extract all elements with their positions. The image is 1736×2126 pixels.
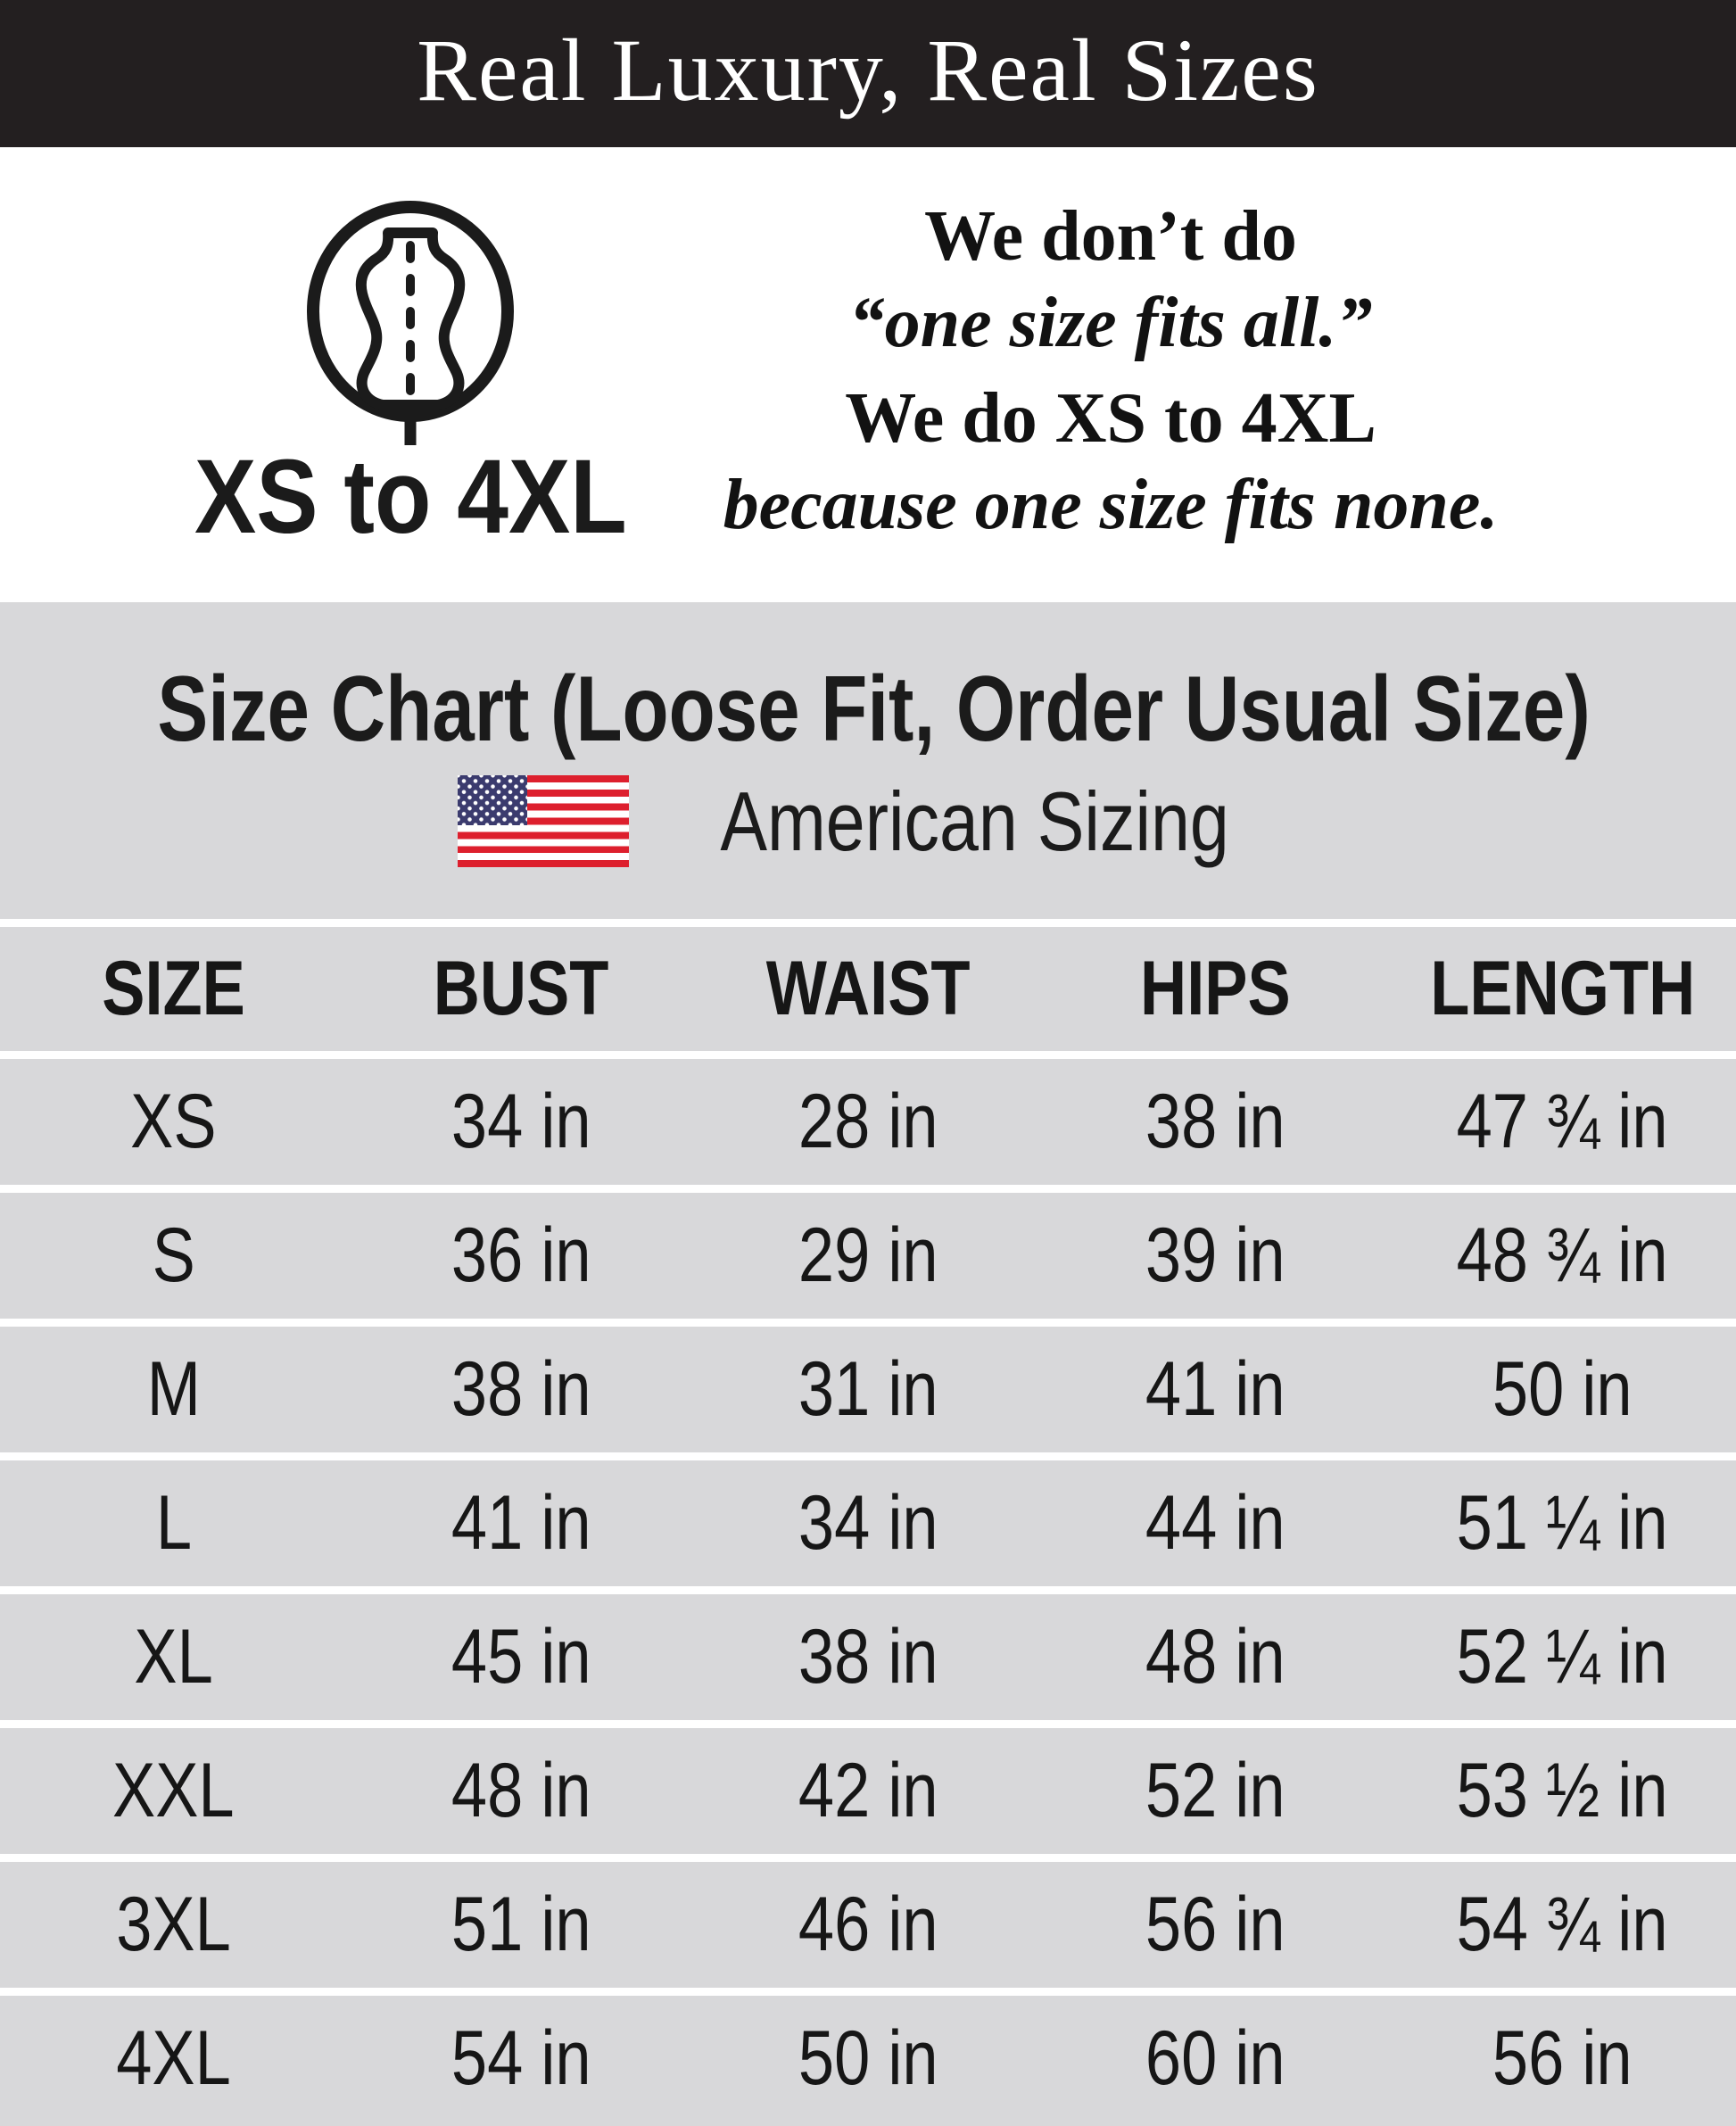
column-header: BUST	[433, 946, 609, 1031]
table-cell: 56 in	[1145, 1882, 1285, 1967]
table-row: XS 34 in 28 in 38 in 47 ¾ in	[0, 1051, 1736, 1185]
table-cell: 48 ¾ in	[1456, 1212, 1668, 1298]
intro-line: We do XS to 4XL	[845, 379, 1376, 458]
table-row: XL 45 in 38 in 48 in 52 ¼ in	[0, 1586, 1736, 1720]
american-sizing-label: American Sizing	[720, 773, 1230, 868]
table-cell: 51 ¼ in	[1456, 1480, 1668, 1566]
column-header: HIPS	[1139, 946, 1291, 1031]
table-row: 3XL 51 in 46 in 56 in 54 ¾ in	[0, 1854, 1736, 1988]
table-cell: 41 in	[451, 1480, 591, 1566]
size-chart-section: Size Chart (Loose Fit, Order Usual Size)…	[0, 602, 1736, 2126]
table-header-row: SIZE BUST WAIST HIPS LENGTH	[0, 919, 1736, 1051]
intro-line: “one size fits all.”	[848, 284, 1373, 362]
table-row: L 41 in 34 in 44 in 51 ¼ in	[0, 1452, 1736, 1586]
table-cell: 47 ¾ in	[1456, 1079, 1668, 1164]
banner-title: Real Luxury, Real Sizes	[417, 21, 1319, 120]
table-row: S 36 in 29 in 39 in 48 ¾ in	[0, 1185, 1736, 1319]
us-flag-icon	[458, 775, 630, 867]
table-cell: 45 in	[451, 1614, 591, 1700]
table-row: XXL 48 in 42 in 52 in 53 ½ in	[0, 1720, 1736, 1854]
banner: Real Luxury, Real Sizes	[0, 0, 1736, 147]
column-header: SIZE	[102, 946, 245, 1031]
table-cell: 50 in	[1492, 1346, 1633, 1432]
size-table: SIZE BUST WAIST HIPS LENGTH XS 34 in 28 in 38 in…	[0, 919, 1736, 2122]
table-cell: 60 in	[1145, 2015, 1285, 2101]
table-cell: 52 ¼ in	[1456, 1614, 1668, 1700]
table-cell: 31 in	[798, 1346, 938, 1432]
table-row: M 38 in 31 in 41 in 50 in	[0, 1319, 1736, 1452]
table-cell: 50 in	[798, 2015, 938, 2101]
table-cell: 29 in	[798, 1212, 938, 1298]
table-cell: 48 in	[1145, 1614, 1285, 1700]
intro-copy: We don’t do “one size fits all.” We do X…	[660, 194, 1561, 549]
table-cell: 44 in	[1145, 1480, 1285, 1566]
table-cell: 52 in	[1145, 1748, 1285, 1833]
table-cell: 46 in	[798, 1882, 938, 1967]
table-cell: 54 ¾ in	[1456, 1882, 1668, 1967]
table-cell: 4XL	[116, 2015, 231, 2101]
table-cell: 39 in	[1145, 1212, 1285, 1298]
table-cell: 48 in	[451, 1748, 591, 1833]
table-cell: 56 in	[1492, 2015, 1633, 2101]
table-cell: S	[152, 1212, 195, 1298]
table-cell: 36 in	[451, 1212, 591, 1298]
table-cell: 28 in	[798, 1079, 938, 1164]
column-header: LENGTH	[1429, 946, 1695, 1031]
column-header: WAIST	[765, 946, 971, 1031]
american-sizing-row: American Sizing	[0, 773, 1736, 868]
table-cell: 3XL	[116, 1882, 231, 1967]
size-range-label: XS to 4XL	[194, 438, 627, 556]
table-cell: 42 in	[798, 1748, 938, 1833]
table-cell: M	[146, 1346, 201, 1432]
table-cell: 54 in	[451, 2015, 591, 2101]
table-cell: 38 in	[451, 1346, 591, 1432]
table-cell: L	[155, 1480, 192, 1566]
table-cell: 51 in	[451, 1882, 591, 1967]
table-cell: 34 in	[798, 1480, 938, 1566]
table-cell: 41 in	[1145, 1346, 1285, 1432]
table-cell: 38 in	[1145, 1079, 1285, 1164]
size-chart-title: Size Chart (Loose Fit, Order Usual Size)	[157, 658, 1591, 761]
table-cell: XS	[130, 1079, 217, 1164]
intro-line: because one size fits none.	[723, 466, 1499, 544]
table-cell: 34 in	[451, 1079, 591, 1164]
dress-form-icon	[307, 201, 514, 445]
table-cell: 53 ½ in	[1456, 1748, 1668, 1833]
table-row: 4XL 54 in 50 in 60 in 56 in	[0, 1988, 1736, 2122]
table-cell: XL	[134, 1614, 213, 1700]
intro-section: XS to 4XL We don’t do “one size fits all…	[0, 147, 1736, 602]
table-cell: XXL	[112, 1748, 235, 1833]
size-range-badge: XS to 4XL	[134, 190, 687, 556]
table-cell: 38 in	[798, 1614, 938, 1700]
intro-line: We don’t do	[924, 197, 1297, 276]
